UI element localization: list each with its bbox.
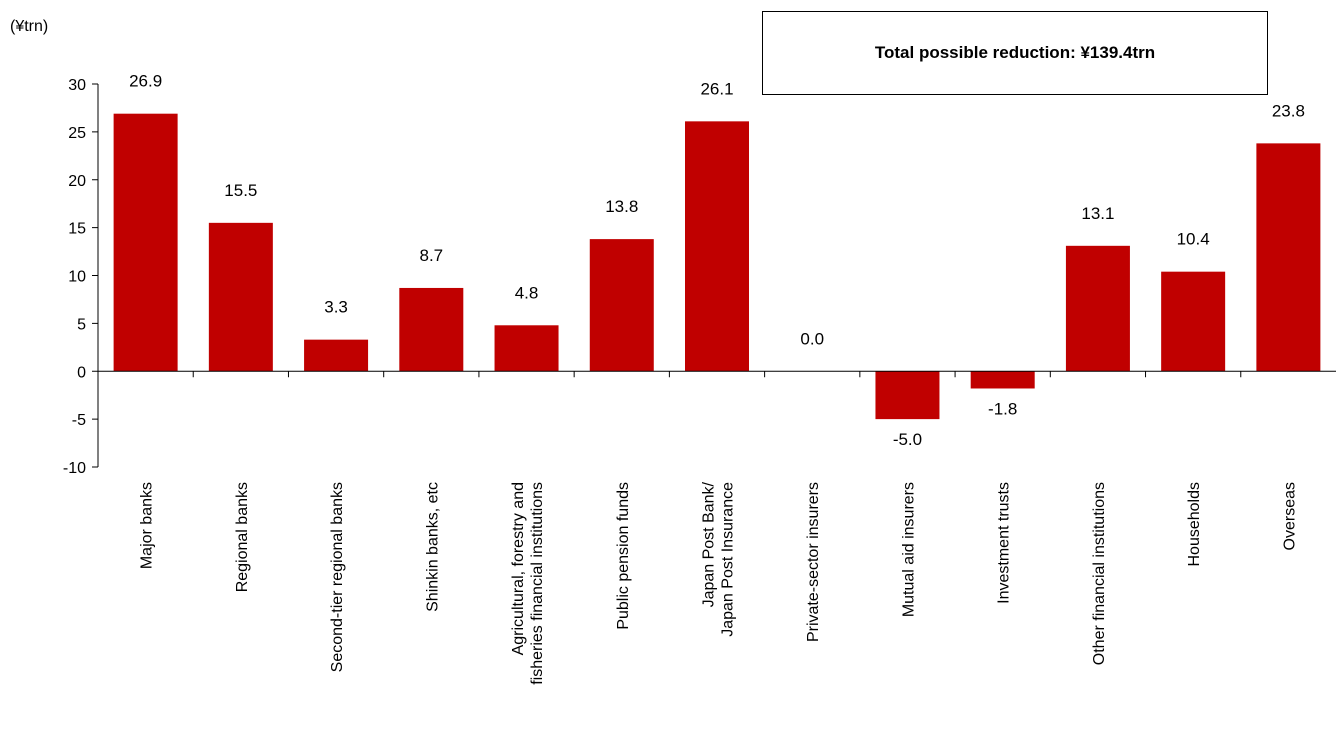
category-label: Overseas <box>1281 482 1298 550</box>
category-label: Public pension funds <box>615 482 632 630</box>
category-label-line: Japan Post Insurance <box>720 482 737 637</box>
data-label: 10.4 <box>1177 230 1210 249</box>
y-tick-label: -5 <box>72 412 86 429</box>
category-label: Japan Post Bank/Japan Post Insurance <box>701 481 737 636</box>
category-label-line: Shinkin banks, etc <box>424 482 441 612</box>
y-axis-unit-label: (¥trn) <box>10 18 49 35</box>
total-reduction-text: Total possible reduction: ¥139.4trn <box>874 43 1156 62</box>
category-label-line: Other financial institutions <box>1091 482 1108 665</box>
category-label: Shinkin banks, etc <box>424 482 441 612</box>
category-label: Other financial institutions <box>1091 482 1108 665</box>
bar <box>304 339 369 372</box>
category-label: Regional banks <box>234 482 251 592</box>
data-label: 3.3 <box>324 298 348 317</box>
category-label-line: fisheries financial institutions <box>529 482 546 685</box>
data-label: 13.8 <box>605 197 638 216</box>
bar <box>1161 271 1226 372</box>
data-label: 26.9 <box>129 72 162 91</box>
category-label: Agricultural, forestry and fisheries fina… <box>510 482 546 685</box>
category-label-line: Japan Post Bank/ <box>701 481 718 607</box>
category-label-line: Overseas <box>1281 482 1298 550</box>
category-label: Mutual aid insurers <box>900 482 917 617</box>
category-label-line: Second-tier regional banks <box>329 482 346 672</box>
category-label-line: Private-sector insurers <box>805 482 822 642</box>
bar <box>113 113 178 372</box>
data-label: 23.8 <box>1272 101 1305 120</box>
y-tick-label: 25 <box>68 125 86 142</box>
data-label: -1.8 <box>988 399 1017 418</box>
data-label: 4.8 <box>515 283 539 302</box>
y-tick-label: 10 <box>68 269 86 286</box>
bar <box>1065 245 1130 372</box>
y-tick-label: 30 <box>68 77 86 94</box>
category-label-line: Households <box>1186 482 1203 567</box>
total-reduction-callout: Total possible reduction: ¥139.4trn <box>762 11 1268 95</box>
category-label-line: Mutual aid insurers <box>900 482 917 617</box>
category-label: Investment trusts <box>996 482 1013 604</box>
bar <box>208 222 273 372</box>
category-label: Second-tier regional banks <box>329 482 346 672</box>
bar <box>1256 143 1321 372</box>
category-label-line: Investment trusts <box>996 482 1013 604</box>
data-label: 0.0 <box>800 329 824 348</box>
y-tick-label: 15 <box>68 221 86 238</box>
category-label: Major banks <box>139 482 156 569</box>
category-label: Private-sector insurers <box>805 482 822 642</box>
y-tick-label: 5 <box>77 316 86 333</box>
bar <box>685 121 749 372</box>
data-label: -5.0 <box>893 430 922 449</box>
y-tick-label: 0 <box>77 364 86 381</box>
category-label-line: Regional banks <box>234 482 251 592</box>
category-label-line: Public pension funds <box>615 482 632 630</box>
data-label: 13.1 <box>1081 204 1114 223</box>
bar <box>399 287 464 372</box>
category-label-line: Major banks <box>139 482 156 569</box>
data-label: 26.1 <box>700 79 733 98</box>
y-tick-label: -10 <box>63 460 86 477</box>
y-tick-label: 20 <box>68 173 86 190</box>
data-label: 15.5 <box>224 181 257 200</box>
bar <box>875 371 940 420</box>
category-label: Households <box>1186 482 1203 567</box>
category-label-line: Agricultural, forestry and <box>510 482 527 655</box>
bar <box>970 371 1035 389</box>
data-label: 8.7 <box>419 246 443 265</box>
bar <box>589 239 654 372</box>
bar <box>494 325 559 372</box>
